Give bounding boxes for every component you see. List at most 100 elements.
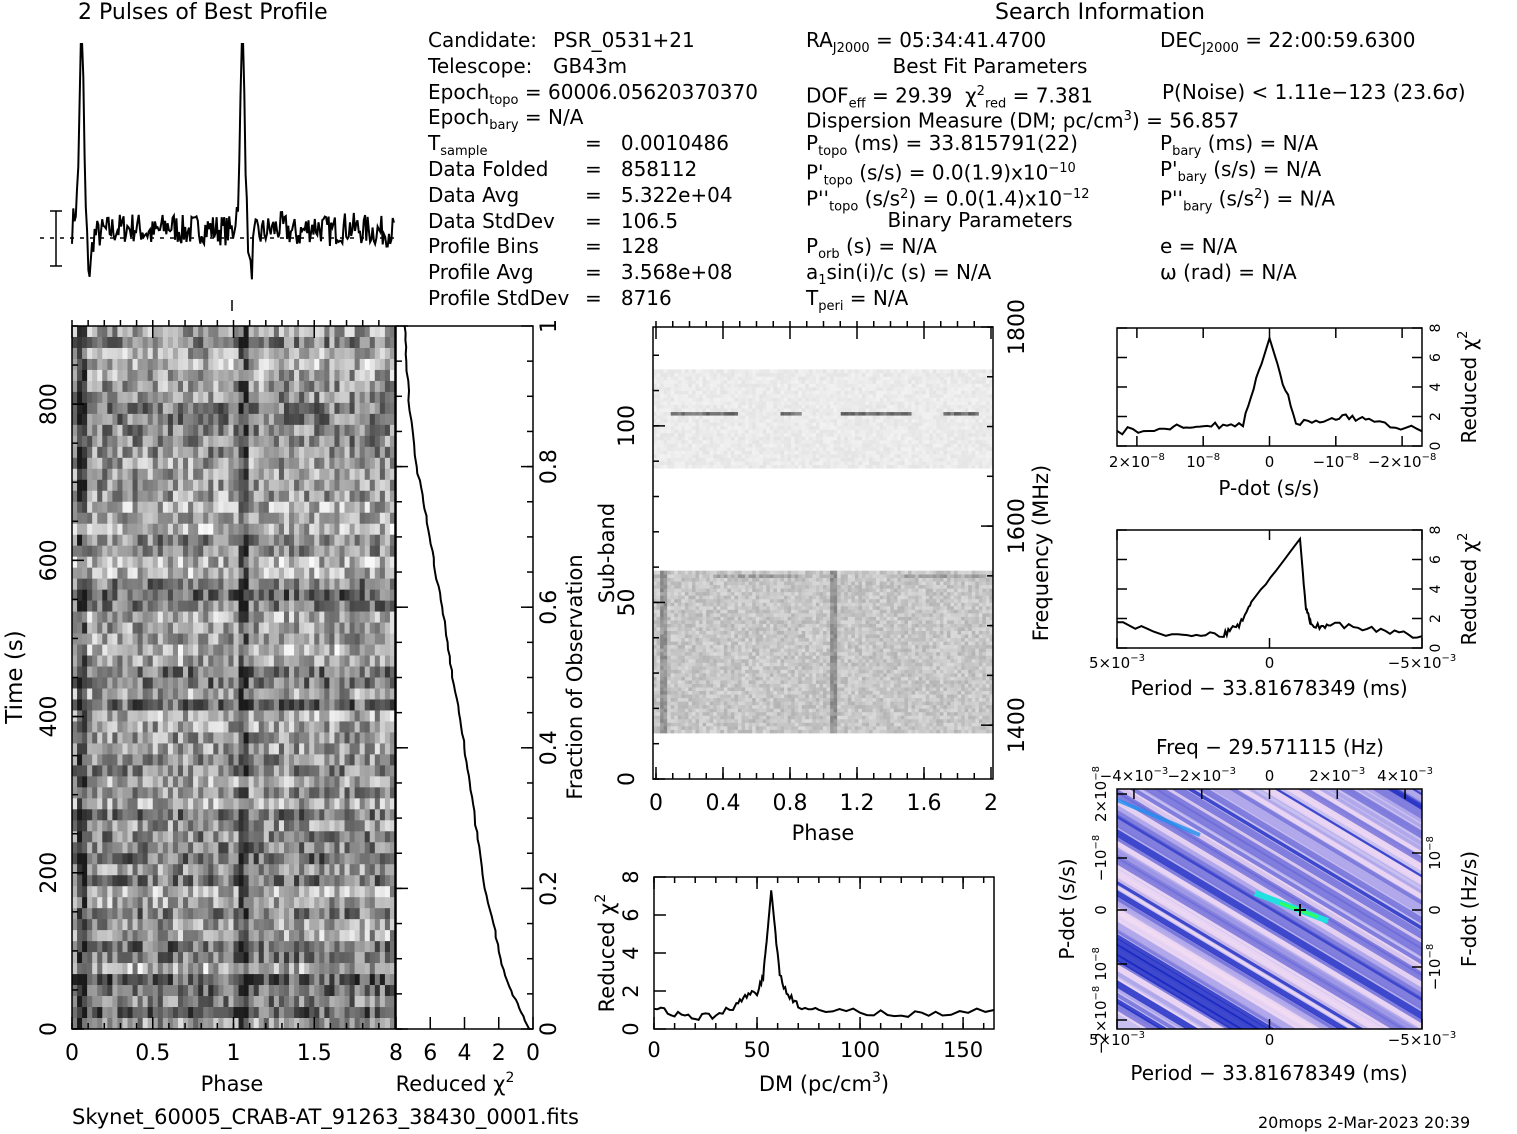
- heatmap-cell: [158, 524, 163, 535]
- heatmap-cell: [788, 730, 792, 734]
- heatmap-cell: [148, 732, 153, 743]
- chi2-tick-label: 6: [423, 1041, 437, 1066]
- heatmap-cell: [92, 458, 97, 469]
- heatmap-cell: [360, 721, 365, 732]
- heatmap-cell: [314, 678, 319, 689]
- heatmap-cell: [92, 326, 97, 337]
- heatmap-cell: [148, 974, 153, 985]
- heatmap-cell: [234, 678, 239, 689]
- heatmap-cell: [289, 919, 294, 930]
- heatmap-cell: [289, 370, 294, 381]
- heatmap-cell: [254, 941, 259, 952]
- heatmap-cell: [380, 886, 385, 897]
- heatmap-cell: [213, 787, 218, 798]
- heatmap-cell: [223, 436, 228, 447]
- heatmap-cell: [173, 710, 178, 721]
- heatmap-cell: [228, 513, 233, 524]
- heatmap-cell: [345, 381, 350, 392]
- heatmap-cell: [183, 721, 188, 732]
- heatmap-cell: [319, 403, 324, 414]
- heatmap-cell: [365, 546, 370, 557]
- heatmap-cell: [143, 546, 148, 557]
- heatmap-cell: [168, 370, 173, 381]
- heatmap-cell: [148, 842, 153, 853]
- heatmap-cell: [873, 726, 877, 730]
- heatmap-cell: [314, 381, 319, 392]
- heatmap-cell: [339, 886, 344, 897]
- heatmap-cell: [97, 348, 102, 359]
- heatmap-cell: [193, 513, 198, 524]
- heatmap-cell: [163, 480, 168, 491]
- heatmap-cell: [244, 557, 249, 568]
- heatmap-cell: [239, 809, 244, 820]
- heatmap-cell: [816, 730, 820, 734]
- heatmap-cell: [77, 798, 82, 809]
- heatmap-cell: [82, 776, 87, 787]
- heatmap-cell: [133, 480, 138, 491]
- heatmap-cell: [334, 985, 339, 996]
- heatmap-cell: [380, 721, 385, 732]
- heatmap-cell: [259, 952, 264, 963]
- heatmap-cell: [77, 326, 82, 337]
- heatmap-cell: [143, 699, 148, 710]
- heatmap-cell: [239, 535, 244, 546]
- heatmap-cell: [183, 985, 188, 996]
- heatmap-cell: [805, 730, 809, 734]
- heatmap-cell: [355, 524, 360, 535]
- heatmap-cell: [188, 765, 193, 776]
- heatmap-cell: [128, 699, 133, 710]
- heatmap-cell: [339, 985, 344, 996]
- heatmap-cell: [365, 480, 370, 491]
- heatmap-cell: [112, 502, 117, 513]
- heatmap-cell: [112, 337, 117, 348]
- heatmap-cell: [249, 875, 254, 886]
- heatmap-cell: [128, 1018, 133, 1029]
- heatmap-cell: [163, 721, 168, 732]
- heatmap-cell: [345, 897, 350, 908]
- heatmap-cell: [269, 842, 274, 853]
- heatmap-cell: [143, 458, 148, 469]
- heatmap-cell: [97, 688, 102, 699]
- heatmap-cell: [254, 798, 259, 809]
- heatmap-cell: [158, 425, 163, 436]
- heatmap-cell: [309, 842, 314, 853]
- heatmap-cell: [97, 743, 102, 754]
- heatmap-cell: [77, 425, 82, 436]
- heatmap-cell: [173, 941, 178, 952]
- heatmap-cell: [198, 1007, 203, 1018]
- heatmap-cell: [274, 590, 279, 601]
- heatmap-cell: [350, 667, 355, 678]
- profile-plot: [40, 44, 395, 279]
- heatmap-cell: [188, 798, 193, 809]
- heatmap-cell: [329, 963, 334, 974]
- heatmap-cell: [188, 963, 193, 974]
- heatmap-cell: [107, 941, 112, 952]
- heatmap-cell: [228, 710, 233, 721]
- heatmap-cell: [254, 897, 259, 908]
- heatmap-cell: [128, 930, 133, 941]
- heatmap-cell: [375, 974, 380, 985]
- heatmap-cell: [380, 348, 385, 359]
- heatmap-cell: [294, 601, 299, 612]
- heatmap-cell: [112, 524, 117, 535]
- heatmap-cell: [375, 579, 380, 590]
- heatmap-cell: [703, 723, 707, 727]
- heatmap-cell: [218, 710, 223, 721]
- heatmap-cell: [128, 842, 133, 853]
- heatmap-cell: [745, 712, 749, 716]
- heatmap-cell: [143, 908, 148, 919]
- heatmap-cell: [269, 491, 274, 502]
- heatmap-cell: [72, 974, 77, 985]
- heatmap-cell: [128, 875, 133, 886]
- heatmap-cell: [674, 712, 678, 716]
- heatmap-cell: [370, 568, 375, 579]
- heatmap-cell: [97, 381, 102, 392]
- heatmap-cell: [143, 930, 148, 941]
- heatmap-cell: [72, 392, 77, 403]
- heatmap-cell: [178, 645, 183, 656]
- heatmap-cell: [128, 392, 133, 403]
- heatmap-cell: [299, 776, 304, 787]
- heatmap-cell: [213, 579, 218, 590]
- heatmap-cell: [279, 765, 284, 776]
- heatmap-cell: [218, 721, 223, 732]
